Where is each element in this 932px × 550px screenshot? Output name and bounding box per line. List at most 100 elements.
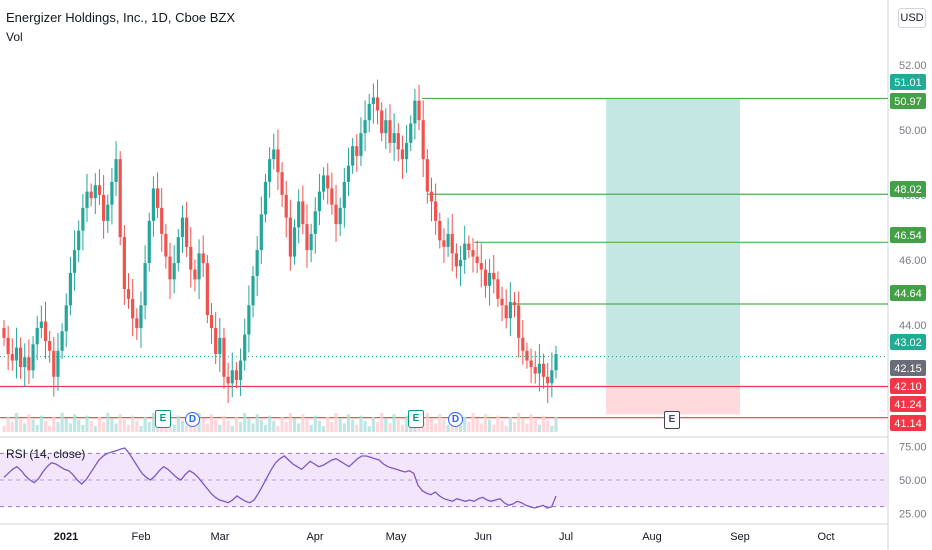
candle-body xyxy=(118,159,122,238)
candle-body xyxy=(458,259,463,267)
candle-body xyxy=(85,191,89,208)
volume-bar xyxy=(276,426,280,432)
time-tick-label: 2021 xyxy=(54,531,78,543)
volume-bar xyxy=(533,419,537,432)
time-tick-label: Apr xyxy=(306,531,323,543)
price-badge-label: 46.54 xyxy=(894,230,922,242)
candle-body xyxy=(429,191,434,202)
time-tick-label: Aug xyxy=(642,531,662,543)
time-tick-label: Jul xyxy=(559,531,573,543)
volume-bar xyxy=(27,414,31,432)
volume-bar xyxy=(77,419,81,432)
candle-body xyxy=(89,191,93,199)
candle-body xyxy=(276,149,280,173)
price-badge xyxy=(890,360,926,376)
candle-body xyxy=(550,370,554,384)
volume-bar xyxy=(487,419,492,432)
candle-body xyxy=(209,315,214,329)
candle-body xyxy=(97,185,102,195)
upcoming-earnings-icon[interactable]: E xyxy=(664,411,680,429)
candle-body xyxy=(404,142,409,160)
candle-body xyxy=(409,123,413,143)
volume-bar xyxy=(508,416,512,432)
candle-body xyxy=(483,269,488,286)
candle-body xyxy=(189,246,193,270)
price-badge-label: 50.97 xyxy=(894,96,922,108)
candle-body xyxy=(180,217,185,238)
volume-bar xyxy=(496,415,500,432)
candle-body xyxy=(35,328,39,345)
volume-bar xyxy=(363,420,367,432)
candle-body xyxy=(346,165,351,182)
rsi-tick-label: 50.00 xyxy=(899,475,927,487)
price-badge xyxy=(890,93,926,109)
volume-bar xyxy=(525,423,529,432)
volume-bar xyxy=(517,413,521,432)
candle-body xyxy=(450,233,454,254)
volume-bar xyxy=(243,413,247,432)
volume-bar xyxy=(342,423,346,432)
candle-body xyxy=(102,194,106,221)
volume-bar xyxy=(404,415,409,432)
volume-bar xyxy=(93,426,97,432)
candle-body xyxy=(14,347,19,361)
dividend-event-icon[interactable]: D xyxy=(448,412,463,427)
candle-body xyxy=(27,357,31,371)
dividend-event-icon[interactable]: D xyxy=(185,412,200,427)
candle-body xyxy=(263,181,268,215)
volume-bar xyxy=(85,415,89,432)
volume-bar xyxy=(392,414,396,432)
currency-button[interactable]: USD xyxy=(898,8,926,28)
candle-body xyxy=(284,194,288,218)
candle-body xyxy=(172,263,176,280)
price-badge-label: 41.14 xyxy=(894,418,922,430)
volume-bar xyxy=(39,415,43,432)
candle-body xyxy=(259,214,263,251)
volume-bar xyxy=(126,424,131,432)
volume-bar xyxy=(222,415,226,432)
candle-body xyxy=(492,272,496,280)
candle-body xyxy=(508,302,512,319)
earnings-event-icon[interactable]: E xyxy=(155,410,171,428)
price-badge xyxy=(890,415,926,431)
volume-bar xyxy=(446,424,450,432)
volume-bar xyxy=(458,426,463,432)
candle-body xyxy=(521,337,525,351)
volume-bar xyxy=(330,422,334,432)
volume-bar xyxy=(301,414,305,432)
rsi-tick-label: 25.00 xyxy=(899,508,927,520)
volume-bar xyxy=(2,426,6,432)
candle-body xyxy=(247,305,251,335)
earnings-event-icon[interactable]: E xyxy=(408,410,424,428)
volume-bar xyxy=(400,424,405,432)
volume-bar xyxy=(413,426,417,432)
candle-body xyxy=(321,175,326,192)
candle-body xyxy=(139,305,143,329)
candle-body xyxy=(197,253,201,280)
volume-bar xyxy=(371,416,375,432)
volume-bar xyxy=(14,413,19,432)
candle-body xyxy=(330,188,334,205)
volume-bar xyxy=(467,422,471,432)
volume-bar xyxy=(351,419,355,432)
candle-body xyxy=(388,120,392,143)
volume-label[interactable]: Vol xyxy=(6,30,23,44)
rsi-line xyxy=(3,447,557,509)
symbol-title[interactable]: Energizer Holdings, Inc., 1D, Cboe BZX xyxy=(6,10,236,25)
volume-bar xyxy=(512,422,517,432)
candle-body xyxy=(438,220,442,241)
volume-bar xyxy=(272,420,276,432)
candle-body xyxy=(317,191,322,212)
volume-bar xyxy=(251,423,255,432)
candle-body xyxy=(201,253,205,264)
candle-body xyxy=(359,133,363,156)
volume-bar xyxy=(280,416,284,432)
volume-bar xyxy=(68,423,73,432)
volume-bar xyxy=(355,424,359,432)
candle-body xyxy=(234,370,239,381)
rsi-label[interactable]: RSI (14, close) xyxy=(6,447,86,461)
volume-bar xyxy=(72,414,77,432)
candle-body xyxy=(392,133,396,143)
candle-body xyxy=(164,233,168,257)
